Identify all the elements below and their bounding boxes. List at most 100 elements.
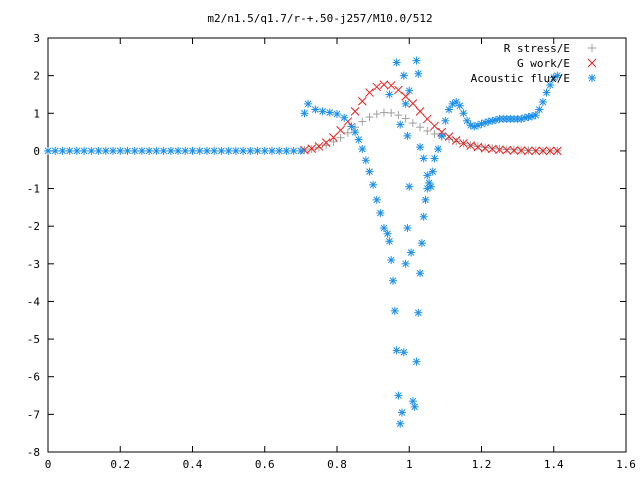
data-point [434,145,443,154]
data-point [217,146,226,155]
data-point [325,108,334,117]
data-point [239,146,248,155]
data-point [44,146,52,155]
data-point [466,141,476,150]
data-point [307,144,317,154]
data-point [343,128,352,137]
data-point [372,82,382,92]
legend: R stress/E G work/E Acoustic flux/E [471,42,597,85]
data-point [466,121,475,130]
data-point [314,143,323,152]
data-point [80,146,89,155]
data-point [318,107,327,116]
y-tick-label: 1 [33,107,40,120]
data-point [502,145,512,155]
data-point [152,146,161,155]
data-point [365,88,374,97]
data-point [426,182,435,191]
data-point [231,146,240,155]
data-point [408,119,417,128]
data-point [401,99,410,108]
data-point [376,209,385,218]
y-tick-label: -2 [27,220,40,233]
data-point [300,145,309,155]
data-point [300,109,309,118]
data-point [329,137,338,146]
data-point [357,96,367,106]
data-point [202,146,211,155]
data-point [358,117,367,126]
data-point [516,146,526,155]
data-point [430,154,439,163]
data-point [392,58,401,67]
data-point [444,132,454,141]
data-point [401,91,410,101]
data-point [553,71,562,80]
data-point [398,408,407,417]
data-point [130,146,139,155]
data-point [416,143,425,152]
data-point [386,81,396,90]
data-point [403,224,412,233]
data-point [65,146,74,155]
data-point [123,146,132,155]
data-point [428,167,437,176]
legend-label: R stress/E [504,42,570,55]
data-point [188,146,197,155]
data-point [137,146,146,155]
data-point [296,146,305,155]
data-point [369,180,378,189]
y-tick-label: -4 [27,295,41,308]
data-point [195,146,204,155]
data-point [336,125,345,135]
y-tick-label: 2 [33,70,40,83]
data-point [531,111,540,120]
data-point [459,109,468,118]
data-point [488,144,497,153]
data-point [430,129,439,138]
data-point [444,105,453,114]
data-point [480,143,490,153]
data-point [394,85,403,95]
data-point [405,182,414,191]
x-tick-label: 1.2 [472,458,492,471]
data-point [174,146,183,155]
data-point [311,105,320,114]
data-point [546,81,555,90]
data-point [350,107,360,116]
data-point [246,146,255,155]
data-point [510,145,519,154]
data-point [333,110,341,119]
legend-label: Acoustic flux/E [471,72,570,85]
data-point [336,133,345,142]
data-point [383,229,392,238]
data-point [388,276,397,285]
y-tick-label: -8 [27,446,40,459]
data-marks [44,56,562,428]
data-point [392,346,401,355]
x-tick-label: 1.4 [544,458,564,471]
legend-marker [588,74,596,82]
data-point [477,119,486,128]
data-point [416,269,425,278]
x-tick-label: 1 [406,458,413,471]
data-point [253,146,262,155]
data-point [304,99,313,108]
data-point [329,133,338,142]
data-point [372,110,381,119]
data-point [419,212,428,221]
axis-ticks: 0 0.2 0.4 0.6 0.8 1 1.2 1.4 1.6 3 2 1 0 -1 -2 -3 -4 -5 -6 -… [27,32,636,471]
data-point [321,138,331,147]
data-point [390,306,399,315]
data-point [159,146,168,155]
data-point [459,139,468,148]
data-point [401,114,410,123]
data-point [414,308,423,317]
plot-frame [47,37,627,453]
data-point [314,142,324,151]
data-point [473,142,483,152]
y-tick-label: -6 [27,371,40,384]
data-point [51,146,60,155]
data-point [437,131,446,140]
data-point [495,145,504,154]
